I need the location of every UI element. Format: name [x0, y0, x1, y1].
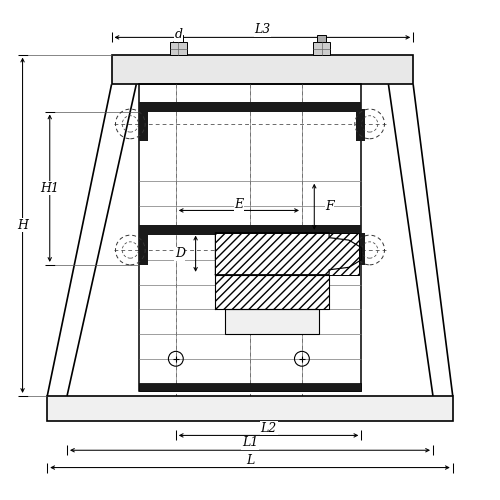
Text: L2: L2 — [260, 422, 277, 434]
Bar — [170, 42, 187, 54]
Text: L: L — [246, 454, 254, 466]
Bar — [112, 54, 413, 84]
Text: D: D — [174, 247, 184, 260]
Text: L1: L1 — [242, 436, 258, 450]
Bar — [216, 274, 329, 310]
Bar — [139, 382, 361, 391]
Bar — [216, 232, 359, 274]
Bar — [174, 35, 182, 42]
Text: H1: H1 — [40, 182, 59, 194]
Bar — [139, 84, 361, 391]
Bar — [139, 232, 148, 265]
Bar — [318, 35, 326, 42]
Text: d: d — [174, 28, 182, 42]
Text: H: H — [17, 219, 28, 232]
Bar — [48, 396, 452, 420]
Text: F: F — [325, 200, 334, 213]
Bar — [356, 109, 365, 141]
Bar — [139, 102, 361, 112]
Text: L3: L3 — [254, 24, 270, 36]
Bar — [313, 42, 330, 54]
Bar — [139, 109, 148, 141]
Bar — [139, 226, 361, 235]
Text: E: E — [234, 198, 244, 211]
Bar — [226, 310, 319, 334]
Bar — [356, 232, 365, 265]
